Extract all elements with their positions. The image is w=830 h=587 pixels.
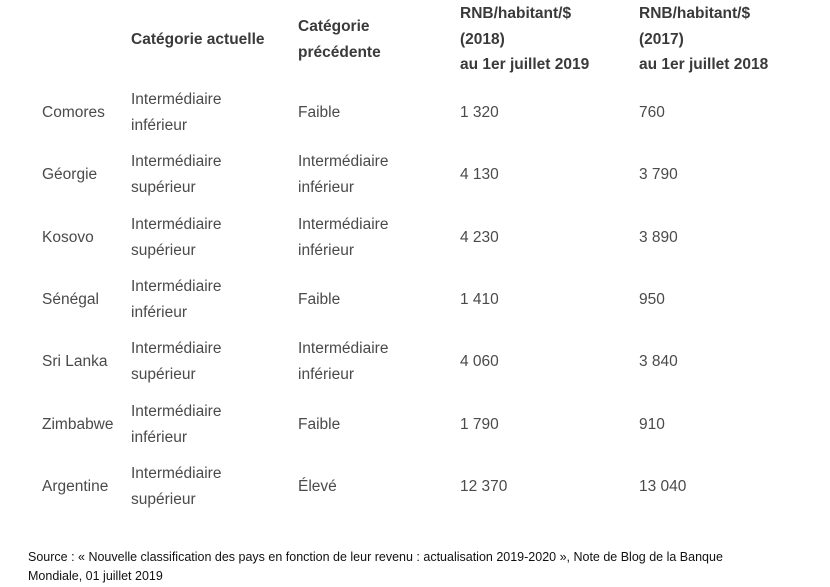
cell-country: Sri Lanka xyxy=(42,353,108,371)
cell-line: Intermédiaire xyxy=(131,153,222,171)
table-row: Kosovo Intermédiaire supérieur Intermédiair… xyxy=(0,207,830,269)
cell-current: Intermédiaire supérieur xyxy=(131,336,221,388)
cell-previous: Intermédiaire inférieur xyxy=(298,336,388,388)
cell-previous: Élevé xyxy=(298,474,337,500)
cell-previous: Faible xyxy=(298,100,340,126)
cell-country: Comores xyxy=(42,104,105,121)
cell-line: Intermédiaire xyxy=(298,153,389,171)
cell-previous: Intermédiaire inférieur xyxy=(298,149,388,201)
cell-line: Intermédiaire xyxy=(131,340,222,358)
cell-line: inférieur xyxy=(298,366,354,384)
cell-gni2018: 1 320 xyxy=(460,104,499,121)
cell-line: Intermédiaire xyxy=(131,277,222,295)
cell-previous: Faible xyxy=(298,287,340,313)
cell-line: inférieur xyxy=(298,241,354,259)
cell-line: inférieur xyxy=(131,117,187,134)
cell-gni2018: 1 410 xyxy=(460,290,499,308)
header-line: RNB/habitant/$ xyxy=(460,5,572,22)
table-row: Argentine Intermédiaire supérieur Élevé 12 3… xyxy=(0,456,830,518)
cell-gni2018: 4 230 xyxy=(460,228,499,246)
cell-line: supérieur xyxy=(131,241,196,259)
cell-gni2017: 3 840 xyxy=(639,353,678,371)
cell-current: Intermédiaire supérieur xyxy=(131,149,221,201)
table-row: Comores Intermédiaire inférieur Faible 1 320… xyxy=(0,82,830,144)
cell-line: Intermédiaire xyxy=(131,215,222,233)
source-line: Source : « Nouvelle classification des p… xyxy=(28,550,723,564)
cell-gni2017: 760 xyxy=(639,104,665,121)
header-line: (2017) xyxy=(639,30,684,48)
cell-line: inférieur xyxy=(131,303,187,321)
cell-current: Intermédiaire inférieur xyxy=(131,274,221,326)
header-line: Catégorie xyxy=(298,18,370,35)
header-line: précédente xyxy=(298,43,381,61)
cell-previous: Intermédiaire inférieur xyxy=(298,212,388,264)
cell-line: supérieur xyxy=(131,179,196,197)
header-gni-2017: RNB/habitant/$ (2017) au 1er juillet 201… xyxy=(639,1,768,78)
cell-line: inférieur xyxy=(131,428,187,446)
cell-line: Faible xyxy=(298,104,341,121)
source-line: Mondiale, 01 juillet 2019 xyxy=(28,569,163,583)
header-previous-category: Catégorie précédente xyxy=(298,14,381,65)
cell-line: Intermédiaire xyxy=(298,340,389,358)
cell-line: Intermédiaire xyxy=(131,402,222,420)
cell-line: Élevé xyxy=(298,477,337,495)
cell-previous: Faible xyxy=(298,412,340,438)
cell-gni2017: 3 790 xyxy=(639,166,678,184)
source-note: Source : « Nouvelle classification des p… xyxy=(28,548,818,586)
header-line: au 1er juillet 2018 xyxy=(639,56,769,73)
table-row: Zimbabwe Intermédiaire inférieur Faible 1 79… xyxy=(0,394,830,456)
cell-country: Sénégal xyxy=(42,290,99,308)
header-gni-2018: RNB/habitant/$ (2018) au 1er juillet 201… xyxy=(460,1,589,78)
cell-gni2018: 4 060 xyxy=(460,353,499,371)
header-current-category: Catégorie actuelle xyxy=(131,31,265,48)
cell-current: Intermédiaire supérieur xyxy=(131,212,221,264)
cell-gni2018: 12 370 xyxy=(460,477,508,495)
cell-line: Faible xyxy=(298,290,341,308)
cell-line: Intermédiaire xyxy=(131,464,222,482)
cell-line: Intermédiaire xyxy=(131,91,222,108)
cell-gni2018: 1 790 xyxy=(460,415,499,433)
header-line: RNB/habitant/$ xyxy=(639,5,751,22)
cell-gni2017: 910 xyxy=(639,415,665,433)
cell-gni2017: 13 040 xyxy=(639,477,687,495)
cell-line: supérieur xyxy=(131,366,196,384)
cell-country: Kosovo xyxy=(42,228,94,246)
cell-line: Faible xyxy=(298,415,341,433)
table-row: Géorgie Intermédiaire supérieur Intermédiai… xyxy=(0,144,830,206)
cell-line: inférieur xyxy=(298,179,354,197)
cell-line: supérieur xyxy=(131,490,196,508)
header-line: au 1er juillet 2019 xyxy=(460,56,590,73)
cell-gni2018: 4 130 xyxy=(460,166,499,184)
cell-country: Géorgie xyxy=(42,166,98,184)
cell-current: Intermédiaire inférieur xyxy=(131,399,221,451)
cell-current: Intermédiaire supérieur xyxy=(131,461,221,513)
cell-line: Intermédiaire xyxy=(298,215,389,233)
table-row: Sénégal Intermédiaire inférieur Faible 1 410… xyxy=(0,269,830,331)
table-row: Sri Lanka Intermédiaire supérieur Intermédi… xyxy=(0,331,830,393)
cell-gni2017: 950 xyxy=(639,290,665,308)
cell-current: Intermédiaire inférieur xyxy=(131,87,221,139)
cell-country: Argentine xyxy=(42,477,109,495)
cell-gni2017: 3 890 xyxy=(639,228,678,246)
header-line: (2018) xyxy=(460,30,505,48)
cell-country: Zimbabwe xyxy=(42,415,114,433)
